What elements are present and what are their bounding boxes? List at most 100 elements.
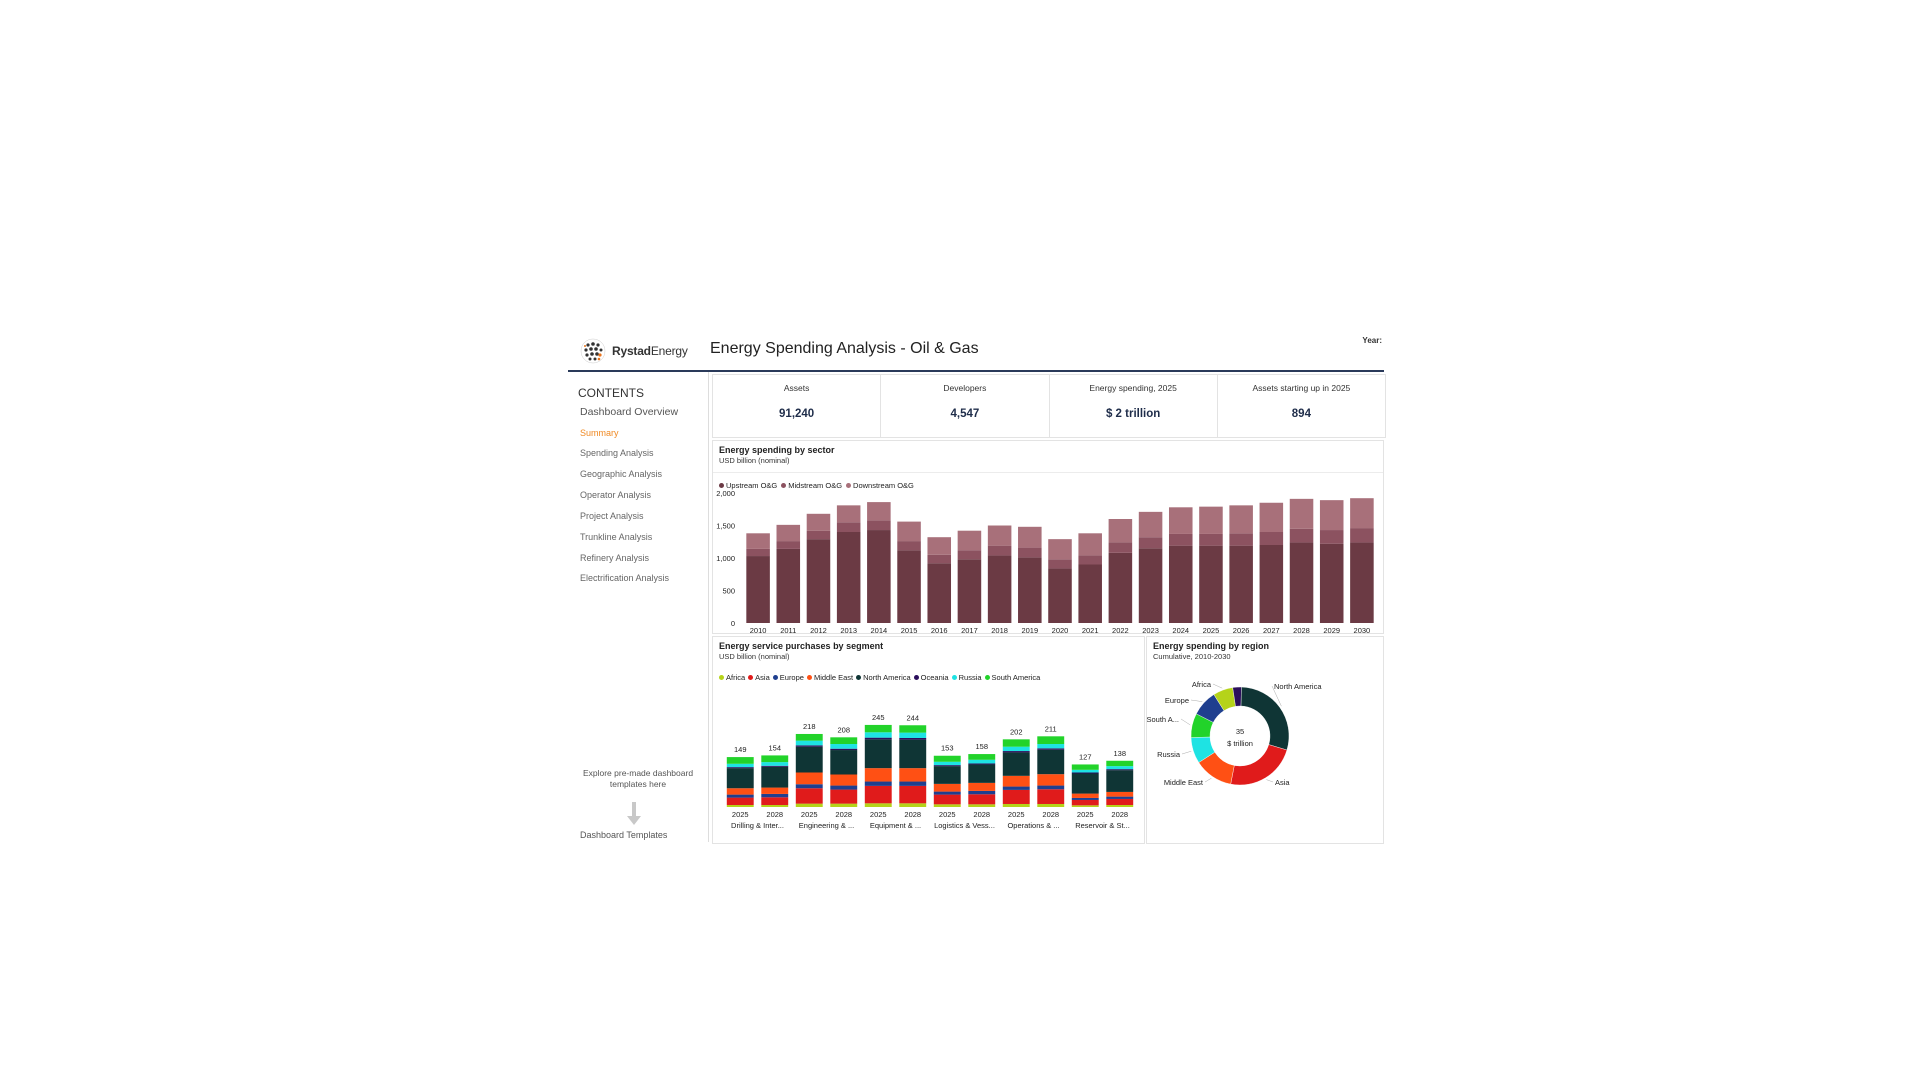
bar-segment	[830, 750, 858, 775]
bar-segment	[1071, 799, 1099, 806]
x-tick-label: 2023	[1142, 626, 1159, 633]
bar-segment	[830, 785, 858, 790]
bar-segment	[933, 791, 961, 795]
dashboard-templates-link[interactable]: Dashboard Templates	[580, 830, 668, 840]
donut-center-unit: $ trillion	[1227, 739, 1253, 748]
dashboard: RystadEnergy Energy Spending Analysis - …	[568, 328, 1386, 844]
sidebar-item-summary[interactable]: Summary	[580, 428, 619, 438]
bar-segment	[987, 525, 1012, 546]
bar-segment	[1106, 804, 1134, 807]
x-tick-label: 2020	[1052, 626, 1069, 633]
bar-segment	[897, 521, 921, 542]
sidebar-item-dashboard-overview[interactable]: Dashboard Overview	[580, 406, 679, 418]
bar-segment	[726, 804, 754, 807]
bar-segment	[761, 804, 789, 807]
bar-segment	[726, 788, 754, 795]
rystad-logo-icon	[580, 338, 606, 364]
kpi-value: 4,547	[950, 408, 980, 420]
x-tick-label: 2013	[840, 626, 857, 633]
x-tick-label: 2010	[750, 626, 767, 633]
bar-segment	[1037, 785, 1065, 790]
bar-segment	[968, 782, 996, 791]
legend-label: Middle East	[813, 673, 854, 682]
kpi-label: Assets	[783, 383, 810, 393]
sidebar-item-trunkline-analysis[interactable]: Trunkline Analysis	[580, 532, 653, 542]
arrow-down-icon	[627, 802, 641, 825]
kpi-card-energy-spending: Energy spending, 2025 $ 2 trillion	[1050, 375, 1218, 437]
bar-segment	[726, 768, 754, 789]
bar-segment	[830, 748, 858, 751]
group-label: Operations & ...	[1007, 821, 1059, 830]
bar-segment	[1002, 739, 1030, 747]
bar-segment	[1199, 506, 1223, 534]
bar-segment	[867, 502, 891, 521]
bar-segment	[899, 785, 927, 804]
explore-templates-text: Explore pre-made dashboard templates her…	[568, 768, 708, 790]
bar-segment	[1108, 552, 1133, 623]
x-tick-label: 2011	[780, 626, 796, 633]
bar-segment	[1106, 770, 1134, 792]
sidebar-item-operator-analysis[interactable]: Operator Analysis	[580, 490, 652, 500]
sector-chart-title: Energy spending by sector	[719, 445, 835, 455]
kpi-card-developers: Developers 4,547	[881, 375, 1050, 437]
legend-label: Africa	[726, 673, 746, 682]
bar-segment	[761, 793, 789, 798]
bar-segment	[864, 785, 892, 804]
bar-segment	[1108, 519, 1133, 543]
bar-segment	[933, 794, 961, 805]
slice-label: North America	[1274, 682, 1322, 691]
segment-chart-panel: Energy service purchases by segment USD …	[712, 636, 1145, 844]
explore-line-1: Explore pre-made dashboard	[582, 768, 694, 778]
bar-segment	[1037, 744, 1065, 749]
bar-segment	[746, 556, 770, 623]
bar-segment	[1037, 774, 1065, 786]
bar-segment	[927, 563, 952, 623]
bar-segment	[968, 804, 996, 807]
x-tick-label: 2025	[1203, 626, 1220, 633]
sidebar-item-geographic-analysis[interactable]: Geographic Analysis	[580, 469, 663, 479]
data-label: 245	[872, 713, 885, 722]
data-label: 158	[975, 742, 988, 751]
segment-chart-legend: Africa Asia Europe Middle East North Ame…	[719, 673, 1040, 682]
bar-segment	[899, 739, 927, 769]
bar-segment	[957, 559, 982, 623]
bar-segment	[795, 803, 823, 807]
bar-segment	[830, 737, 858, 745]
bar-segment	[1289, 498, 1314, 529]
bar-segment	[1106, 798, 1134, 805]
year-label: Year:	[1362, 336, 1382, 345]
group-label: Drilling & Inter...	[731, 821, 784, 830]
legend-label: Asia	[755, 673, 770, 682]
bar-segment	[1259, 532, 1284, 545]
sidebar-item-spending-analysis[interactable]: Spending Analysis	[580, 448, 654, 458]
sidebar-item-refinery-analysis[interactable]: Refinery Analysis	[580, 553, 650, 563]
bar-segment	[1106, 796, 1134, 799]
bar-segment	[830, 789, 858, 804]
sidebar-item-project-analysis[interactable]: Project Analysis	[580, 511, 644, 521]
bar-segment	[806, 539, 831, 623]
sidebar-item-electrification-analysis[interactable]: Electrification Analysis	[580, 573, 670, 583]
bar-segment	[761, 766, 789, 788]
legend-item: Oceania	[913, 673, 949, 682]
bar-segment	[1319, 530, 1344, 544]
region-chart-subtitle: Cumulative, 2010-2030	[1153, 652, 1231, 661]
bar-segment	[1259, 545, 1284, 623]
data-label: 244	[906, 713, 919, 722]
bar-segment	[1018, 526, 1042, 548]
data-label: 149	[734, 745, 747, 754]
leader-line	[1181, 750, 1192, 755]
y-tick-label: 2,000	[716, 489, 735, 498]
bar-segment	[864, 768, 892, 782]
data-label: 153	[941, 744, 954, 753]
bar-segment	[726, 763, 754, 768]
bar-segment	[1071, 772, 1099, 774]
bar-segment	[836, 522, 861, 532]
x-tick-label: 2024	[1172, 626, 1189, 633]
x-tick-label: 2021	[1082, 626, 1099, 633]
bar-segment	[968, 764, 996, 783]
bar-segment	[1106, 760, 1134, 767]
bar-segment	[1037, 789, 1065, 804]
bar-segment	[1229, 545, 1253, 623]
bar-segment	[1002, 752, 1030, 776]
bar-segment	[1229, 505, 1253, 534]
